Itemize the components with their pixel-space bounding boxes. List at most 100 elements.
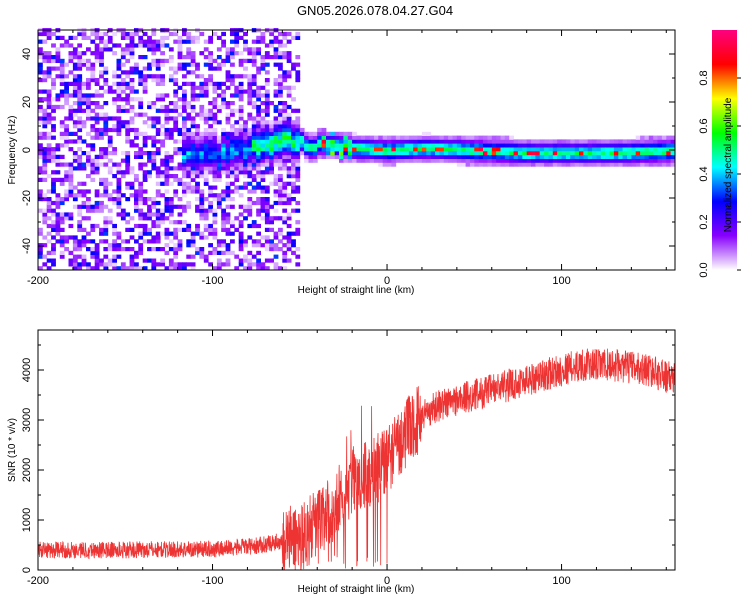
spectrogram-cell — [613, 162, 619, 167]
spectrogram-cell — [134, 135, 139, 140]
spectrogram-cell — [212, 135, 218, 140]
spectrogram-cell — [391, 158, 397, 163]
spectrogram-cell — [596, 139, 602, 144]
spectrogram-cell — [107, 262, 113, 267]
spectrogram-cell — [46, 154, 52, 159]
spectrogram-cell — [138, 162, 144, 167]
spectrogram-cell — [243, 158, 248, 163]
spectrogram-cell — [38, 97, 43, 102]
spectrogram-cell — [243, 139, 248, 144]
spectrogram-cell — [251, 154, 257, 159]
spectrogram-cell — [138, 55, 144, 60]
spectrogram-cell — [592, 154, 597, 159]
spectrogram-cell — [517, 143, 523, 148]
spectrogram-cell — [103, 216, 109, 221]
spectrogram-cell — [282, 78, 288, 83]
spectrogram-cell — [635, 154, 641, 159]
spectrogram-cell — [112, 116, 117, 121]
spectrogram-cell — [295, 177, 301, 182]
spectrogram-cell — [64, 101, 69, 106]
spectrogram-cell — [356, 135, 362, 140]
spectrogram-cell — [147, 204, 152, 209]
spectrogram-cell — [99, 231, 104, 236]
spectrogram-cell — [609, 143, 615, 148]
spectrogram-cell — [374, 151, 379, 156]
spectrogram-cell — [129, 258, 135, 263]
spectrogram-cell — [160, 174, 165, 179]
spectrogram-cell — [155, 220, 161, 225]
spectrogram-cell — [360, 143, 366, 148]
colorbar-tick-label: 0.0 — [698, 262, 710, 277]
spectrogram-cell — [147, 124, 152, 129]
spectrogram-cell — [59, 220, 65, 225]
spectrogram-cell — [339, 143, 344, 148]
spectrogram-cell — [177, 220, 183, 225]
spectrogram-cell — [491, 143, 497, 148]
spectrogram-cell — [59, 254, 65, 259]
spectrogram-cell — [648, 151, 654, 156]
spectrogram-cell — [64, 81, 69, 86]
spectrogram-cell — [151, 154, 157, 159]
spectrogram-cell — [177, 51, 183, 56]
spectrogram-cell — [369, 158, 375, 163]
spectrogram-cell — [38, 51, 43, 56]
spectrogram-cell — [378, 158, 384, 163]
spectrogram-cell — [195, 127, 200, 133]
spectrogram-cell — [561, 158, 567, 163]
spectrogram-cell — [138, 154, 144, 159]
spectrogram-cell — [116, 204, 122, 209]
spectrogram-cell — [120, 89, 126, 94]
spectrogram-cell — [247, 127, 253, 133]
spectrogram-cell — [142, 162, 148, 167]
spectrogram-cell — [513, 151, 519, 156]
spectrogram-cell — [160, 62, 165, 67]
spectrogram-cell — [94, 170, 100, 175]
spectrogram-cell — [147, 116, 152, 121]
spectrogram-cell — [247, 85, 253, 90]
spectrogram-cell — [68, 147, 74, 152]
spectrogram-cell — [286, 212, 292, 217]
spectrogram-cell — [230, 166, 235, 171]
spectrogram-cell — [42, 151, 48, 156]
spectrogram-cell — [42, 212, 48, 217]
spectrogram-cell — [59, 200, 65, 206]
spectrogram-cell — [55, 35, 61, 40]
spectrogram-cell — [251, 223, 257, 229]
spectrogram-cell — [190, 70, 196, 75]
spectrogram-cell — [640, 147, 645, 152]
spectrogram-cell — [256, 212, 261, 217]
spectrogram-cell — [203, 181, 209, 186]
spectrogram-cell — [164, 204, 170, 209]
spectrogram-cell — [269, 127, 274, 133]
spectrogram-cell — [212, 31, 218, 37]
spectrogram-cell — [116, 116, 122, 121]
spectrogram-cell — [465, 135, 471, 140]
spectrogram-cell — [182, 158, 187, 163]
spectrogram-cell — [120, 174, 126, 179]
spectrogram-cell — [199, 174, 205, 179]
spectrogram-cell — [107, 143, 113, 148]
spectrogram-cell — [417, 143, 423, 148]
spectrogram-cell — [147, 231, 152, 236]
spectrogram-cell — [46, 97, 52, 102]
spectrogram-cell — [182, 154, 187, 159]
spectrogram-cell — [164, 112, 170, 117]
spectrogram-cell — [291, 189, 296, 194]
spectrogram-cell — [291, 62, 296, 67]
spectrogram-cell — [635, 139, 641, 144]
spectrogram-cell — [640, 143, 645, 148]
spectrogram-cell — [304, 135, 309, 140]
spectrogram-cell — [81, 62, 87, 67]
spectrogram-cell — [42, 31, 48, 37]
spectrogram-cell — [295, 127, 301, 133]
spectrogram-cell — [256, 231, 261, 236]
spectrogram-cell — [264, 62, 270, 67]
spectrogram-cell — [94, 89, 100, 94]
spectrogram-cell — [177, 55, 183, 60]
spectrogram-cell — [94, 101, 100, 106]
spectrogram-cell — [138, 223, 144, 229]
spectrogram-cell — [278, 200, 283, 206]
colorbar-tick-label: 0.8 — [698, 70, 710, 85]
spectrogram-cell — [295, 35, 301, 40]
spectrogram-cell — [72, 139, 78, 144]
